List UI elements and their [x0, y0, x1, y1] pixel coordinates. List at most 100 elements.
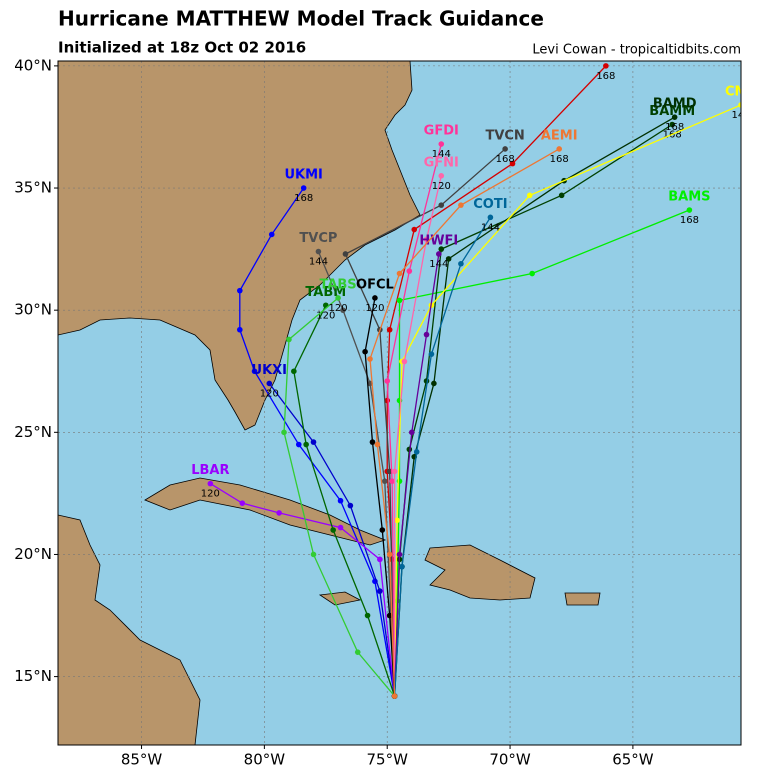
track-point [239, 500, 246, 506]
track-point [377, 556, 383, 563]
track-point [377, 588, 383, 594]
hour-label: 168 [665, 122, 684, 133]
track-point [310, 551, 317, 558]
track-point [354, 649, 361, 655]
hour-label: 120 [260, 388, 279, 399]
track-point [369, 439, 376, 445]
track-label: AEMI [541, 128, 578, 143]
track-point [396, 551, 403, 558]
north-america [58, 61, 421, 431]
track-point [458, 260, 464, 267]
hour-label: 120 [365, 303, 384, 314]
y-tick-label: 20°N [14, 545, 52, 563]
hour-label: 144 [429, 259, 448, 270]
central-america [58, 514, 201, 745]
hour-label: 120 [329, 303, 348, 314]
track-label: TVCN [485, 128, 524, 143]
track-line [393, 216, 491, 697]
map-frame [57, 60, 742, 746]
track-label: LBAR [191, 463, 229, 478]
track-label: UKMI [284, 168, 322, 183]
track-point [401, 358, 408, 365]
track-point [603, 63, 609, 69]
track-point [372, 295, 378, 301]
y-tick-label: 25°N [14, 423, 52, 441]
track-point [669, 121, 676, 128]
track-point [386, 551, 393, 558]
track-point [310, 439, 317, 445]
track-point [423, 331, 430, 338]
track-point [362, 348, 368, 355]
track-point [281, 429, 287, 436]
track-point [438, 202, 445, 208]
track-label: GFDI [424, 124, 459, 139]
axes: 85°W 80°W 75°W 70°W 65°W 15°N 20°N 25°N 30°N 35°N… [14, 56, 654, 768]
hour-label: 168 [496, 154, 515, 165]
track-label: TVCP [299, 231, 337, 246]
track-point [408, 429, 415, 436]
track-point [374, 441, 381, 448]
track-point [406, 268, 413, 274]
track-point [303, 441, 309, 448]
track-point [367, 356, 373, 362]
track-point [389, 478, 395, 484]
track-label: GFNI [424, 155, 459, 170]
track-point [556, 146, 562, 152]
x-tick-label: 65°W [612, 751, 654, 768]
track-point [558, 192, 565, 199]
track-point [391, 468, 398, 475]
track-point [487, 214, 494, 221]
track-point [384, 378, 391, 384]
track-label: TABM [305, 285, 346, 300]
track-point [286, 336, 292, 343]
track-point [315, 248, 322, 255]
track-point [276, 510, 282, 516]
hispaniola [424, 544, 536, 601]
track-label: BAMS [668, 190, 710, 205]
hour-label: 144 [481, 222, 500, 233]
hour-label: 168 [550, 154, 569, 165]
track-point [671, 114, 678, 120]
track-point [268, 231, 275, 238]
track-point [337, 524, 344, 531]
track-point [431, 380, 437, 387]
track-label: OFCL [356, 277, 394, 292]
track-line [283, 297, 396, 697]
cuba [144, 477, 387, 546]
track-point [529, 270, 535, 277]
track-point [364, 612, 371, 619]
track-point [335, 295, 341, 301]
track-label: CMC [725, 84, 757, 99]
track-point [347, 502, 354, 509]
track-label: TABS [319, 277, 356, 292]
track-point [396, 297, 403, 304]
x-tick-label: 70°W [489, 751, 531, 768]
hour-label: 168 [294, 193, 313, 204]
track-point [330, 527, 336, 533]
track-point [428, 351, 435, 357]
track-point [391, 693, 398, 699]
track-point [396, 478, 403, 484]
track-point [526, 192, 533, 199]
track-point [386, 612, 393, 619]
track-point [738, 102, 741, 108]
x-tick-label: 75°W [367, 751, 409, 768]
map-area: AVNI168BAMS168BAMM168BAMD168CMC144UKMI16… [58, 61, 757, 745]
track-point [381, 478, 388, 484]
track-label: UKXI [252, 363, 288, 378]
track-point [207, 480, 214, 487]
x-tick-label: 85°W [121, 751, 163, 768]
track-point [237, 326, 243, 333]
track-point [386, 326, 393, 333]
hour-label: 144 [731, 110, 750, 121]
track-point [438, 141, 445, 147]
track-point [423, 236, 430, 243]
hour-label: 120 [201, 489, 220, 500]
track-point [445, 256, 452, 262]
track-point [509, 160, 516, 167]
track-point [291, 368, 297, 375]
track-point [686, 207, 693, 213]
track-point [342, 251, 349, 257]
hour-label: 144 [432, 149, 451, 160]
